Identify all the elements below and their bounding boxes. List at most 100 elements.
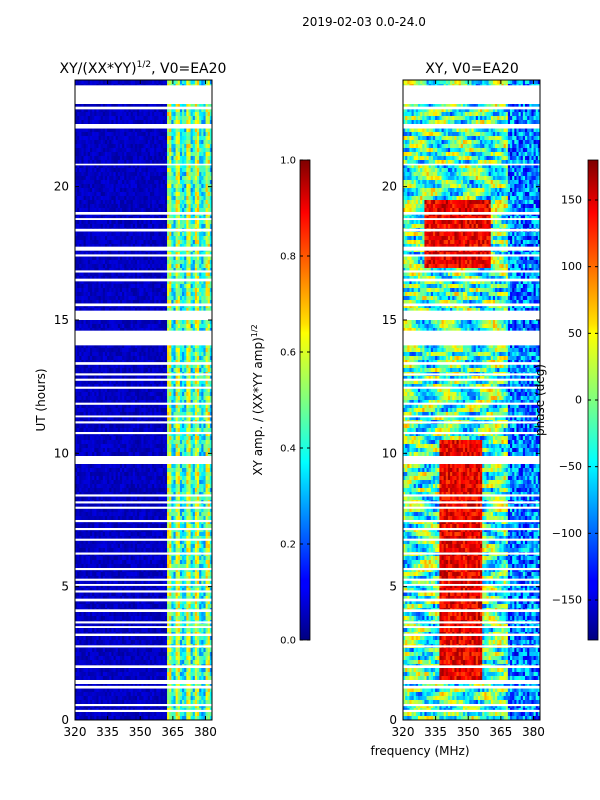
heatmap-cell xyxy=(205,168,209,173)
heatmap-cell xyxy=(177,136,181,141)
heatmap-cell xyxy=(117,152,121,157)
heatmap-cell xyxy=(115,176,119,181)
heatmap-cell xyxy=(167,80,170,85)
heatmap-cell xyxy=(186,132,189,137)
heatmap-cell xyxy=(149,164,153,169)
heatmap-cell xyxy=(79,164,82,169)
heatmap-cell xyxy=(102,116,106,121)
heatmap-cell xyxy=(94,104,97,109)
heatmap-cell xyxy=(162,116,166,121)
heatmap-cell xyxy=(124,156,127,161)
heatmap-cell xyxy=(126,176,129,181)
heatmap-cell xyxy=(152,104,155,109)
heatmap-cell xyxy=(143,80,147,85)
heatmap-cell xyxy=(158,156,162,161)
heatmap-cell xyxy=(158,152,162,157)
heatmap-cell xyxy=(152,160,155,165)
heatmap-cell xyxy=(197,172,200,177)
heatmap-cell xyxy=(145,116,149,121)
heatmap-cell xyxy=(182,176,185,181)
heatmap-cell xyxy=(199,164,202,169)
heatmap-cell xyxy=(92,80,95,85)
heatmap-cell xyxy=(160,172,164,177)
heatmap-cell xyxy=(147,144,151,149)
heatmap-cell xyxy=(130,164,134,169)
heatmap-cell xyxy=(85,112,89,117)
heatmap-cell xyxy=(96,112,99,117)
heatmap-cell xyxy=(87,108,91,113)
heatmap-cell xyxy=(85,136,89,141)
heatmap-cell xyxy=(134,120,138,125)
heatmap-cell xyxy=(182,168,185,173)
heatmap-cell xyxy=(134,104,138,109)
heatmap-cell xyxy=(177,156,181,161)
heatmap-cell xyxy=(205,176,209,181)
heatmap-cell xyxy=(203,80,206,85)
heatmap-cell xyxy=(134,184,138,189)
heatmap-cell xyxy=(156,116,159,121)
heatmap-cell xyxy=(130,184,134,189)
heatmap-cell xyxy=(201,156,204,161)
heatmap-cell xyxy=(209,144,213,149)
heatmap-cell xyxy=(184,128,187,133)
heatmap-cell xyxy=(111,168,114,173)
heatmap-cell xyxy=(100,104,104,109)
heatmap-cell xyxy=(173,160,177,165)
heatmap-cell xyxy=(132,164,136,169)
heatmap-cell xyxy=(139,156,142,161)
heatmap-cell xyxy=(79,116,82,121)
heatmap-cell xyxy=(100,164,104,169)
heatmap-cell xyxy=(89,104,93,109)
heatmap-cell xyxy=(147,132,151,137)
heatmap-cell xyxy=(81,128,84,133)
heatmap-cell xyxy=(130,176,134,181)
heatmap-cell xyxy=(87,116,91,121)
heatmap-cell xyxy=(171,176,174,181)
heatmap-cell xyxy=(152,108,155,113)
heatmap-cell xyxy=(96,104,99,109)
heatmap-cell xyxy=(194,156,198,161)
heatmap-cell xyxy=(130,172,134,177)
heatmap-cell xyxy=(124,160,127,165)
heatmap-cell xyxy=(141,180,144,185)
heatmap-cell xyxy=(96,164,99,169)
heatmap-cell xyxy=(137,148,140,153)
heatmap-cell xyxy=(145,136,149,141)
heatmap-cell xyxy=(197,176,200,181)
heatmap-cell xyxy=(182,128,185,133)
heatmap-cell xyxy=(109,112,112,117)
heatmap-cell xyxy=(83,180,87,185)
heatmap-cell xyxy=(100,152,104,157)
heatmap-cell xyxy=(171,180,174,185)
heatmap-cell xyxy=(201,108,204,113)
heatmap-cell xyxy=(111,144,114,149)
heatmap-cell xyxy=(79,104,82,109)
heatmap-cell xyxy=(194,172,198,177)
heatmap-cell xyxy=(186,176,189,181)
heatmap-cell xyxy=(109,120,112,125)
heatmap-cell xyxy=(85,140,89,145)
heatmap-cell xyxy=(81,168,84,173)
heatmap-cell xyxy=(190,176,194,181)
heatmap-cell xyxy=(158,136,162,141)
heatmap-cell xyxy=(201,148,204,153)
heatmap-cell xyxy=(182,112,185,117)
heatmap-cell xyxy=(81,160,84,165)
heatmap-cell xyxy=(147,112,151,117)
heatmap-cell xyxy=(75,140,78,145)
heatmap-cell xyxy=(100,128,104,133)
heatmap-cell xyxy=(192,160,196,165)
heatmap-cell xyxy=(130,168,134,173)
heatmap-cell xyxy=(85,152,89,157)
heatmap-cell xyxy=(98,116,102,121)
heatmap-cell xyxy=(192,152,196,157)
heatmap-cell xyxy=(173,116,177,121)
heatmap-cell xyxy=(192,168,196,173)
heatmap-cell xyxy=(173,112,177,117)
heatmap-cell xyxy=(175,172,179,177)
heatmap-cell xyxy=(137,176,140,181)
heatmap-cell xyxy=(100,180,104,185)
heatmap-cell xyxy=(94,164,97,169)
heatmap-cell xyxy=(199,160,202,165)
heatmap-cell xyxy=(111,140,114,145)
